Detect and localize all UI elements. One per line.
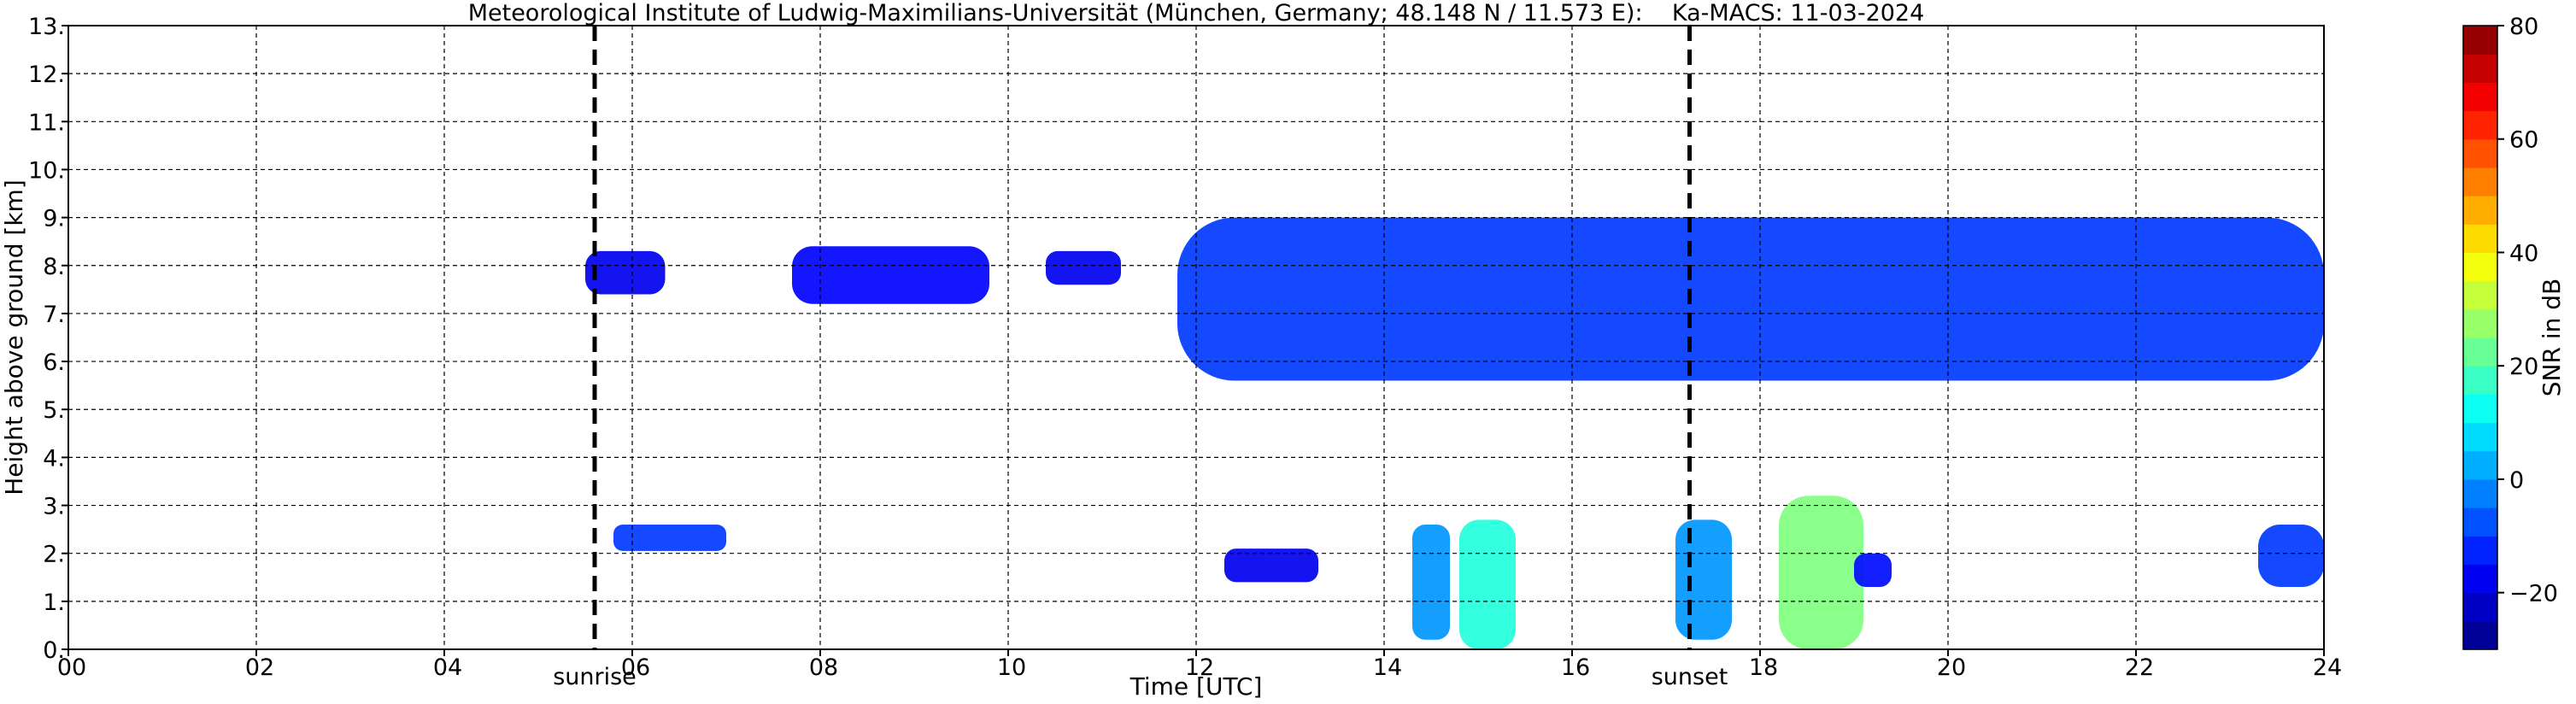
echo-region-cirrus xyxy=(792,246,989,304)
y-tick-label: 5. xyxy=(43,397,65,424)
colorbar-segment xyxy=(2463,110,2497,140)
x-tick-label: 14 xyxy=(1373,654,1402,681)
colorbar-segment xyxy=(2463,536,2497,566)
echo-region-precipitation xyxy=(1779,496,1863,649)
y-axis-ticks: 0. 1. 2. 3. 4. 5. 6. 7. 8. 9. 10. 11. 12. 13. xyxy=(28,14,68,664)
x-tick-label: 04 xyxy=(433,654,462,681)
event-label-sunset: sunset xyxy=(1652,664,1728,690)
colorbar-segment xyxy=(2463,478,2497,508)
x-tick-label: 08 xyxy=(809,654,838,681)
event-label-sunrise: sunrise xyxy=(553,664,637,690)
x-tick-label: 16 xyxy=(1561,654,1590,681)
colorbar-segment xyxy=(2463,26,2497,55)
echo-region-low-cloud xyxy=(613,525,726,551)
colorbar-segment xyxy=(2463,82,2497,112)
colorbar-segment xyxy=(2463,592,2497,622)
x-tick-label: 00 xyxy=(57,654,86,681)
colorbar-tick-label: 40 xyxy=(2509,240,2538,267)
y-tick-label: 9. xyxy=(43,206,65,232)
x-tick-label: 18 xyxy=(1749,654,1778,681)
colorbar-tick-label: −20 xyxy=(2509,581,2558,607)
echo-region-cirrus xyxy=(585,250,666,295)
y-tick-label: 11. xyxy=(28,109,65,136)
echo-region-precipitation xyxy=(1459,519,1516,649)
echo-region-precipitation xyxy=(1412,525,1450,640)
y-tick-label: 13. xyxy=(28,14,65,40)
echo-region-precipitation xyxy=(1675,519,1732,640)
colorbar-segment xyxy=(2463,422,2497,452)
colorbar-segment xyxy=(2463,337,2497,367)
x-axis-label: Time [UTC] xyxy=(1130,672,1263,701)
colorbar-label: SNR in dB xyxy=(2538,279,2566,396)
y-tick-label: 6. xyxy=(43,349,65,376)
y-axis-label: Height above ground [km] xyxy=(0,179,28,496)
y-tick-label: 3. xyxy=(43,494,65,520)
colorbar: −20 0 20 40 60 80 xyxy=(2462,14,2558,650)
echo-region-cirrus xyxy=(1046,250,1121,285)
colorbar-tick-label: 60 xyxy=(2509,127,2538,154)
colorbar-segment xyxy=(2463,167,2497,197)
y-tick-label: 12. xyxy=(28,62,65,88)
colorbar-segment xyxy=(2463,366,2497,395)
x-tick-label: 06 xyxy=(621,654,650,681)
plot-area: sunrise sunset xyxy=(67,25,2325,690)
colorbar-segment xyxy=(2463,308,2497,338)
x-tick-label: 20 xyxy=(1937,654,1966,681)
x-tick-label: 12 xyxy=(1185,654,1214,681)
y-tick-label: 1. xyxy=(43,590,65,616)
colorbar-segment xyxy=(2463,507,2497,537)
event-markers: sunrise sunset xyxy=(553,26,1728,690)
echo-region-cirrus xyxy=(1177,217,2324,381)
colorbar-tick-label: 0 xyxy=(2509,467,2524,494)
colorbar-segment xyxy=(2463,394,2497,424)
colorbar-segment xyxy=(2463,280,2497,310)
y-tick-label: 2. xyxy=(43,542,65,568)
echo-region-low-cloud xyxy=(2258,525,2324,587)
colorbar-tick-label: 20 xyxy=(2509,354,2538,380)
colorbar-segment xyxy=(2463,224,2497,254)
echo-region-low-cloud xyxy=(1224,549,1318,583)
colorbar-segment xyxy=(2463,54,2497,83)
y-tick-label: 10. xyxy=(28,157,65,184)
colorbar-segment xyxy=(2463,620,2497,650)
x-tick-label: 10 xyxy=(997,654,1026,681)
colorbar-segment xyxy=(2463,450,2497,480)
x-tick-label: 22 xyxy=(2125,654,2154,681)
x-tick-label: 02 xyxy=(245,654,274,681)
y-tick-label: 4. xyxy=(43,445,65,472)
chart-title: Meteorological Institute of Ludwig-Maxim… xyxy=(468,0,1925,26)
x-tick-label: 24 xyxy=(2313,654,2342,681)
colorbar-frame xyxy=(2462,25,2498,650)
x-axis-ticks: 00 02 04 06 08 10 12 14 16 18 20 22 24 xyxy=(57,649,2342,681)
colorbar-segment xyxy=(2463,564,2497,594)
colorbar-tick-label: 80 xyxy=(2509,14,2538,40)
y-tick-label: 0. xyxy=(43,637,65,664)
y-tick-label: 7. xyxy=(43,302,65,328)
colorbar-segment xyxy=(2463,138,2497,168)
colorbar-segment xyxy=(2463,252,2497,282)
echo-region-low-cloud xyxy=(1854,553,1892,587)
colorbar-segment xyxy=(2463,196,2497,225)
y-tick-label: 8. xyxy=(43,254,65,280)
grid-lines xyxy=(68,26,2324,649)
